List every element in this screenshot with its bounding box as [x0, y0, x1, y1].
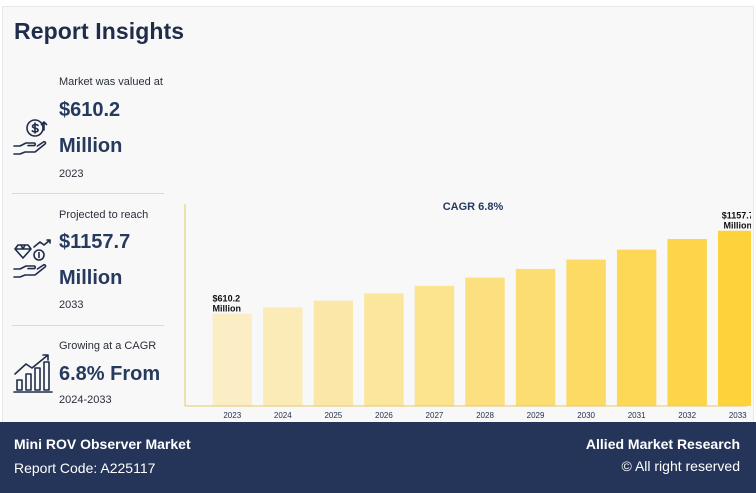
footer-bar: Mini ROV Observer Market Report Code: A2…	[0, 422, 756, 493]
stat-value: $610.2	[59, 99, 121, 121]
report-card	[2, 6, 754, 490]
bar-2028	[465, 277, 505, 406]
diamond-hand-icon	[13, 239, 51, 278]
x-tick-label: 2026	[375, 411, 393, 420]
bar-2027	[414, 285, 455, 406]
report-code: Report Code: A225117	[14, 460, 156, 476]
stat-year: 2024-2033	[59, 394, 112, 406]
page-title: Report Insights	[14, 18, 185, 44]
data-label-value: $610.2	[213, 294, 241, 304]
money-bag-hand-icon	[13, 119, 48, 155]
chart-title: CAGR 6.8%	[443, 201, 504, 213]
x-tick-label: 2030	[577, 411, 595, 420]
copyright: © All right reserved	[621, 458, 740, 474]
bar-2026	[364, 293, 404, 406]
x-tick-label: 2027	[426, 411, 444, 420]
bar-2029	[515, 268, 556, 406]
stat-year: 2023	[59, 168, 84, 180]
bar-2033	[718, 230, 751, 406]
x-tick-label: 2024	[274, 411, 292, 420]
bar-2032	[667, 238, 707, 406]
stat-market-value: Market was valued at $610.2 Million 2023	[12, 76, 164, 194]
stat-caption: Market was valued at	[59, 76, 163, 88]
stat-year: 2033	[59, 299, 84, 311]
stat-caption: Growing at a CAGR	[59, 340, 157, 352]
market-name: Mini ROV Observer Market	[14, 436, 191, 452]
data-label-unit: Million	[213, 304, 242, 314]
x-tick-label: 2029	[527, 411, 545, 420]
bar-2025	[313, 300, 354, 406]
stat-caption: Projected to reach	[59, 209, 149, 221]
bar-2024	[263, 307, 303, 406]
brand-name: Allied Market Research	[585, 436, 740, 452]
x-tick-label: 2023	[223, 411, 241, 420]
stat-projected-value: Projected to reach $1157.7 Million 2033	[12, 209, 164, 321]
bar-2031	[616, 249, 657, 406]
stat-cagr: Growing at a CAGR 6.8% From 2024-2033	[12, 340, 164, 412]
data-label-value: $1157.7	[722, 211, 751, 221]
data-label-unit: Million	[723, 221, 751, 231]
stat-unit: Million	[59, 135, 123, 157]
divider	[12, 193, 164, 194]
growth-bars-icon	[13, 354, 53, 393]
x-tick-label: 2025	[324, 411, 342, 420]
bar-chart: 2023 2024 2025 2026 2027 2028 2029 2030 2031 2032…	[184, 201, 751, 420]
stat-value: 6.8% From	[59, 363, 161, 385]
stat-unit: Million	[59, 267, 123, 289]
bar-2030	[566, 259, 606, 406]
stat-value: $1157.7	[59, 231, 131, 253]
x-tick-label: 2028	[476, 411, 494, 420]
x-tick-label: 2033	[729, 411, 747, 420]
divider	[12, 325, 164, 326]
x-tick-label: 2031	[628, 411, 646, 420]
x-tick-label: 2032	[678, 411, 696, 420]
bar-2023	[212, 313, 252, 406]
